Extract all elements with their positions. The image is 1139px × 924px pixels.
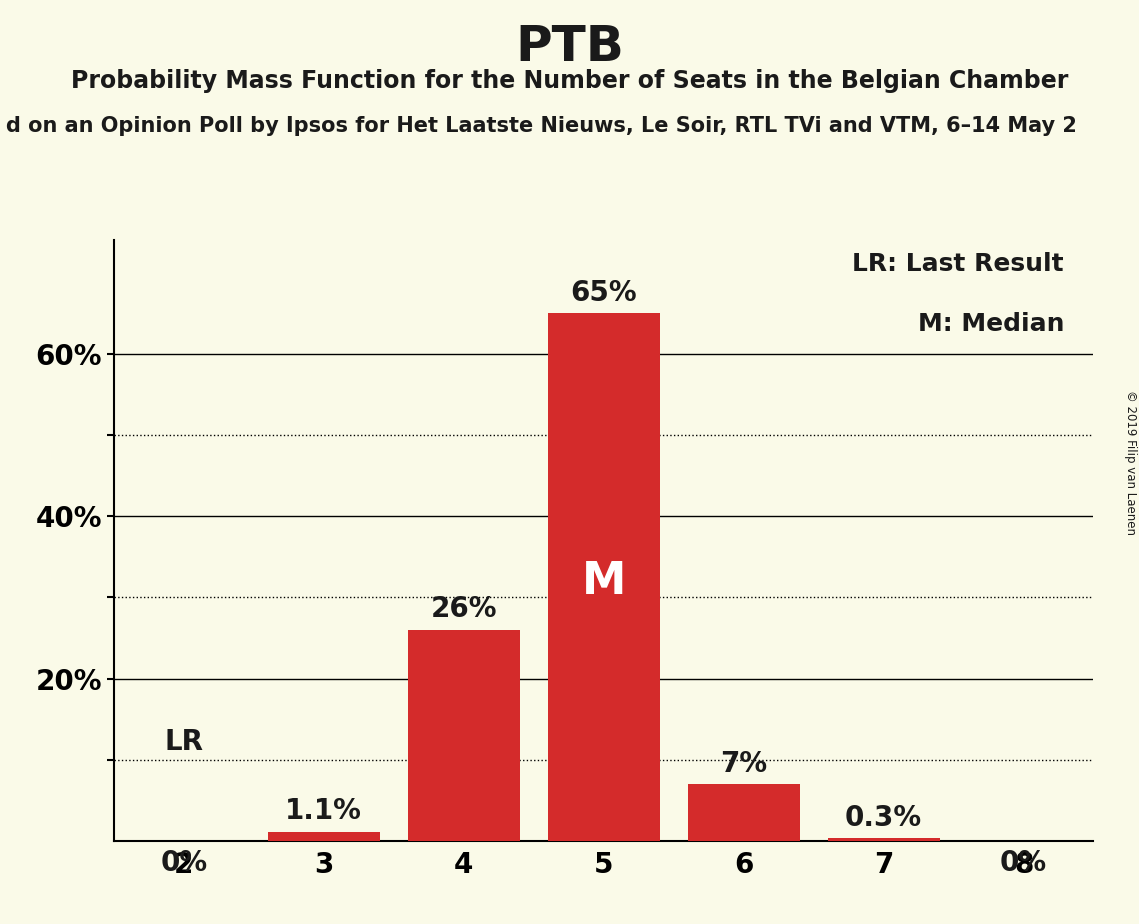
Bar: [268, 832, 379, 841]
Text: PTB: PTB: [515, 23, 624, 71]
Text: d on an Opinion Poll by Ipsos for Het Laatste Nieuws, Le Soir, RTL TVi and VTM, : d on an Opinion Poll by Ipsos for Het La…: [6, 116, 1076, 136]
Text: 65%: 65%: [571, 279, 637, 307]
Bar: [548, 313, 659, 841]
Text: 0%: 0%: [1000, 849, 1047, 878]
Text: M: Median: M: Median: [918, 312, 1064, 336]
Text: 0.3%: 0.3%: [845, 804, 923, 832]
Bar: [408, 630, 519, 841]
Bar: [688, 784, 800, 841]
Text: 0%: 0%: [161, 849, 207, 878]
Text: 1.1%: 1.1%: [286, 797, 362, 825]
Text: 7%: 7%: [720, 749, 768, 777]
Text: Probability Mass Function for the Number of Seats in the Belgian Chamber: Probability Mass Function for the Number…: [71, 69, 1068, 93]
Text: 26%: 26%: [431, 595, 497, 624]
Bar: [828, 838, 940, 841]
Text: LR: LR: [164, 727, 204, 756]
Text: M: M: [582, 560, 625, 602]
Text: LR: Last Result: LR: Last Result: [852, 252, 1064, 276]
Text: © 2019 Filip van Laenen: © 2019 Filip van Laenen: [1124, 390, 1137, 534]
